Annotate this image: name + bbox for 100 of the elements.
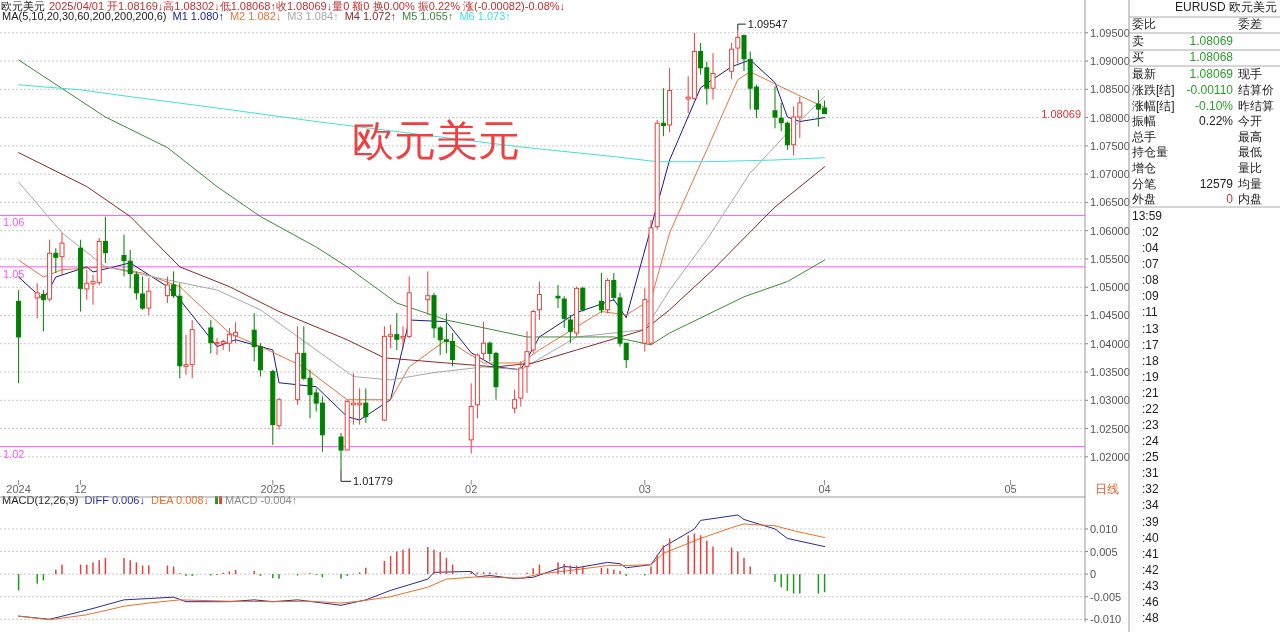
text: 委比	[1132, 17, 1156, 31]
text: :09	[1142, 289, 1160, 304]
text: 13:59	[1132, 209, 1163, 223]
y-tick-label: 0.010	[1090, 522, 1118, 535]
y-tick-label: 1.08000	[1090, 111, 1130, 124]
text: :18	[1142, 353, 1160, 368]
y-tick-label: 1.05000	[1090, 281, 1130, 294]
text: 1.08069	[1189, 34, 1234, 48]
text: 总手	[1131, 130, 1156, 144]
text: -0.10%	[1194, 99, 1234, 113]
ref-line-label: 1.02	[3, 447, 25, 460]
text: 结算价	[1238, 83, 1274, 97]
text: 今开	[1238, 114, 1262, 128]
x-tick-label: 02	[465, 483, 478, 495]
annotation: 1.08069	[1041, 107, 1081, 120]
text: :17	[1142, 337, 1160, 352]
text: 委差	[1238, 17, 1262, 31]
text: 最高	[1238, 130, 1262, 144]
y-tick-label: 0	[1090, 568, 1097, 581]
chart-title: 欧元美元	[1, 0, 45, 12]
text: :31	[1142, 466, 1160, 481]
text: :11	[1142, 305, 1159, 320]
text: 量比	[1238, 161, 1262, 175]
text: 1.08068	[1189, 50, 1234, 64]
text: 涨幅[结]	[1132, 99, 1175, 113]
text: :32	[1142, 482, 1160, 497]
text: :42	[1142, 562, 1160, 577]
text: 内盘	[1238, 192, 1262, 206]
text: :41	[1142, 546, 1160, 561]
y-tick-label: 1.08500	[1090, 83, 1130, 96]
legend-title: MACD(12,26,9)	[2, 494, 79, 506]
text: :21	[1142, 385, 1160, 400]
text: 日线	[1095, 482, 1119, 496]
text: 外盘	[1132, 192, 1156, 206]
text: 买	[1132, 50, 1144, 64]
text: 持仓量	[1132, 145, 1168, 159]
text: :25	[1142, 450, 1160, 465]
text: 0.22%	[1198, 114, 1234, 128]
x-tick-label: 12	[74, 483, 87, 495]
x-tick-label: 2025	[260, 483, 286, 495]
y-tick-label: 1.09000	[1090, 55, 1130, 68]
y-tick-label: 1.02000	[1090, 450, 1130, 463]
y-tick-label: 1.06500	[1090, 196, 1130, 209]
y-tick-label: 1.09500	[1090, 26, 1130, 39]
y-tick-label: 1.05500	[1090, 252, 1130, 265]
legend-label: MACD -0.004↑	[225, 494, 298, 506]
y-tick-label: -0.010	[1090, 613, 1122, 626]
text: :40	[1142, 530, 1160, 545]
y-tick-label: 1.03000	[1090, 394, 1130, 407]
y-tick-label: 1.07000	[1090, 168, 1130, 181]
y-tick-label: 1.02500	[1090, 422, 1130, 435]
text: 最低	[1238, 145, 1262, 159]
text: EURUSD 欧元美元	[1174, 0, 1277, 14]
text: 0	[1226, 192, 1234, 206]
chart-subtitle: 2025/04/01 开1.08169↓高1.08302↓低1.08068↑收1.08069↓量0 额0 换0.00% 振0.22% 涨(-0.00082)-0.08%↓	[49, 0, 566, 12]
text: 现手	[1238, 67, 1262, 81]
y-tick-label: 1.07500	[1090, 139, 1130, 152]
x-tick-label: 04	[818, 483, 831, 495]
annotation: 1.09547	[747, 18, 788, 31]
y-tick-label: 1.04500	[1090, 309, 1130, 322]
x-tick-label: 05	[1004, 483, 1017, 495]
text: 最新	[1132, 67, 1156, 81]
x-tick-label: 2024	[6, 483, 31, 495]
y-tick-label: 1.04000	[1090, 337, 1130, 350]
text: :02	[1142, 225, 1160, 240]
text: 涨跌[结]	[1132, 83, 1175, 97]
text: :22	[1142, 401, 1160, 416]
annotation: 1.01779	[353, 475, 393, 488]
text: :04	[1142, 241, 1160, 256]
text: 分笔	[1132, 177, 1156, 191]
text: 均量	[1237, 177, 1262, 191]
text: :46	[1142, 594, 1160, 609]
text: -0.00110	[1186, 83, 1234, 97]
text: M3 1.084↑	[287, 10, 339, 22]
text: 卖	[1132, 34, 1144, 48]
text: 昨结算	[1238, 99, 1274, 113]
text: 振幅	[1132, 114, 1156, 128]
text: DEA 0.008↓	[150, 494, 210, 506]
text: 1.08069	[1189, 67, 1234, 81]
text: :48	[1142, 611, 1160, 625]
x-tick-label: 03	[638, 483, 651, 495]
text: :23	[1142, 418, 1160, 433]
text: :08	[1142, 273, 1160, 288]
text: :13	[1142, 321, 1160, 336]
ref-line-label: 1.05	[3, 267, 25, 280]
text: :34	[1142, 498, 1160, 513]
y-tick-label: 1.06000	[1090, 224, 1130, 237]
text: :43	[1142, 578, 1160, 593]
ref-line-label: 1.06	[3, 216, 25, 229]
text: DIFF 0.006↓	[84, 494, 145, 506]
text: :07	[1142, 257, 1160, 272]
text: M1 1.080↑	[172, 10, 224, 22]
line-series	[18, 84, 826, 163]
y-tick-label: -0.005	[1090, 590, 1122, 603]
text: 增仓	[1131, 161, 1156, 175]
text: :24	[1142, 434, 1160, 449]
text: :19	[1142, 369, 1160, 384]
y-tick-label: 0.005	[1090, 545, 1118, 558]
text: 12579	[1199, 177, 1234, 191]
y-tick-label: 1.03500	[1090, 366, 1130, 379]
